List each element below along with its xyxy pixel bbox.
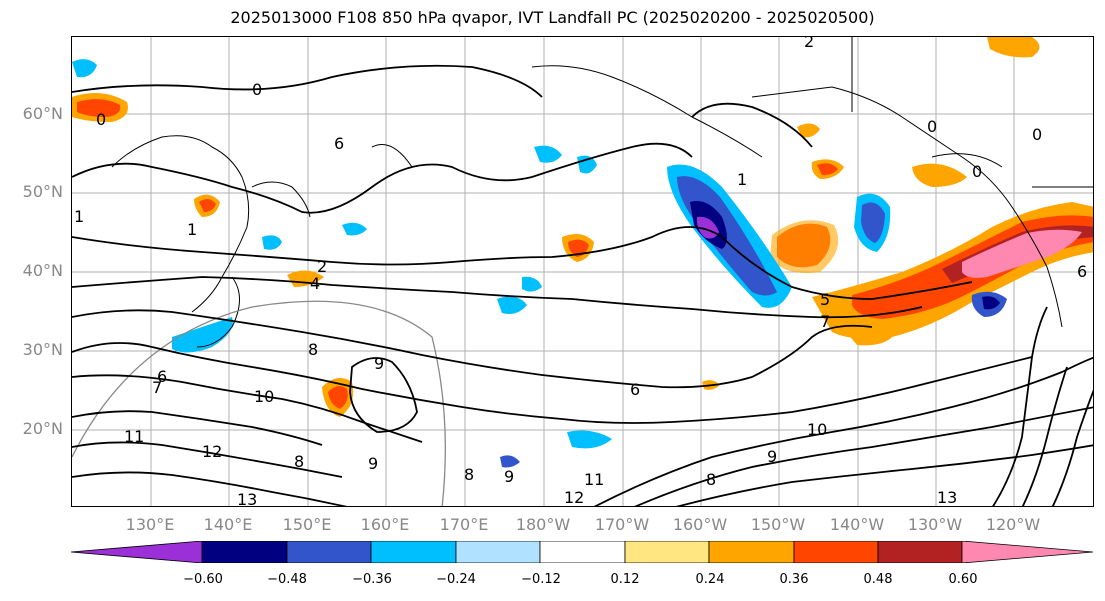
colorbar-cell — [455, 541, 541, 563]
contour-label: 0 — [1032, 125, 1042, 144]
colorbar-cell — [286, 541, 372, 563]
colorbar-tick-label: 0.60 — [948, 572, 978, 587]
colorbar-tick-label: 0.36 — [779, 572, 809, 587]
lon-label-120w: 120°W — [985, 515, 1041, 534]
colorbar-cell — [71, 541, 203, 563]
lon-label-150e: 150°E — [282, 515, 332, 534]
lon-label-170e: 170°E — [439, 515, 489, 534]
contour-label: 6 — [630, 380, 640, 399]
colorbar-tick-label: −0.36 — [352, 572, 392, 587]
lon-label-130w: 130°W — [907, 515, 963, 534]
contour-label: 8 — [294, 452, 304, 471]
contour-label: 10 — [254, 387, 274, 406]
colorbar-cell — [201, 541, 288, 563]
contour-label: 7 — [152, 378, 162, 397]
colorbar-cell — [370, 541, 457, 563]
colorbar-tick-label: −0.24 — [436, 572, 476, 587]
colorbar-cell — [793, 541, 879, 563]
colorbar-tick-label: −0.12 — [521, 572, 561, 587]
contour-label: 4 — [310, 274, 320, 293]
contour-label: 9 — [504, 467, 514, 486]
chart-title: 2025013000 F108 850 hPa qvapor, IVT Land… — [230, 8, 875, 27]
lat-label-40n: 40°N — [22, 261, 63, 280]
contour-label: 1 — [74, 207, 84, 226]
colorbar-tick-label: 0.12 — [610, 572, 640, 587]
contour-label: 13 — [237, 490, 257, 507]
contour-label: 8 — [308, 340, 318, 359]
colorbar-tick-label: 0.24 — [695, 572, 725, 587]
contour-label: 6 — [1077, 262, 1087, 281]
anomaly-shading — [72, 37, 1093, 468]
colorbar-tick-label: −0.48 — [267, 572, 307, 587]
contour-label: 6 — [157, 367, 167, 386]
map-panel: 0 0 0 1 2 4 5 7 6 8 9 10 11 12 13 6 7 8 … — [71, 36, 1094, 507]
lat-label-50n: 50°N — [22, 182, 63, 201]
ar-plume-core — [962, 229, 1082, 278]
contours — [72, 64, 1093, 506]
lon-label-150w: 150°W — [750, 515, 806, 534]
lat-label-20n: 20°N — [22, 419, 63, 438]
contour-label: 9 — [374, 354, 384, 373]
lat-label-30n: 30°N — [22, 340, 63, 359]
lon-label-170w: 170°W — [594, 515, 650, 534]
contour-label: 2 — [804, 37, 814, 51]
contour-labels: 0 0 0 1 2 4 5 7 6 8 9 10 11 12 13 6 7 8 … — [74, 37, 1087, 507]
colorbar-cell — [961, 541, 1094, 563]
contour-label: 11 — [584, 470, 604, 489]
contour-label: 13 — [937, 488, 957, 507]
lon-label-140e: 140°E — [203, 515, 253, 534]
colorbar-cell — [624, 541, 710, 563]
contour-label: 0 — [96, 110, 106, 129]
contour-label: 2 — [317, 257, 327, 276]
contour-label: 12 — [564, 488, 584, 507]
lon-label-160e: 160°E — [360, 515, 410, 534]
contour-label: 0 — [927, 117, 937, 136]
lon-label-160w: 160°W — [672, 515, 728, 534]
map-canvas: 0 0 0 1 2 4 5 7 6 8 9 10 11 12 13 6 7 8 … — [72, 37, 1093, 507]
contour-label: 0 — [972, 162, 982, 181]
contour-label: 12 — [202, 442, 222, 461]
colorbar-tick-label: 0.48 — [863, 572, 893, 587]
lon-label-140w: 140°W — [829, 515, 885, 534]
contour-label: 9 — [368, 454, 378, 473]
contour-label: 0 — [252, 80, 262, 99]
contour-label: 1 — [187, 220, 197, 239]
lon-label-130e: 130°E — [125, 515, 175, 534]
colorbar-cell — [708, 541, 795, 563]
contour-label: 11 — [124, 427, 144, 446]
contour-label: 9 — [767, 447, 777, 466]
contour-label: 8 — [464, 465, 474, 484]
contour-label: 7 — [820, 312, 830, 331]
contour-label: 5 — [820, 290, 830, 309]
colorbar-cell — [539, 541, 626, 563]
contour-label: 10 — [807, 420, 827, 439]
colorbar-cell — [877, 541, 963, 563]
colorbar — [71, 541, 1094, 563]
contour-label: 6 — [334, 134, 344, 153]
contour-label: 8 — [706, 470, 716, 489]
blob-northeast — [987, 37, 1040, 58]
reference-arc — [72, 300, 446, 506]
colorbar-tick-label: −0.60 — [183, 572, 223, 587]
contour-label: 1 — [737, 170, 747, 189]
lon-label-180w: 180°W — [515, 515, 571, 534]
lat-label-60n: 60°N — [22, 104, 63, 123]
